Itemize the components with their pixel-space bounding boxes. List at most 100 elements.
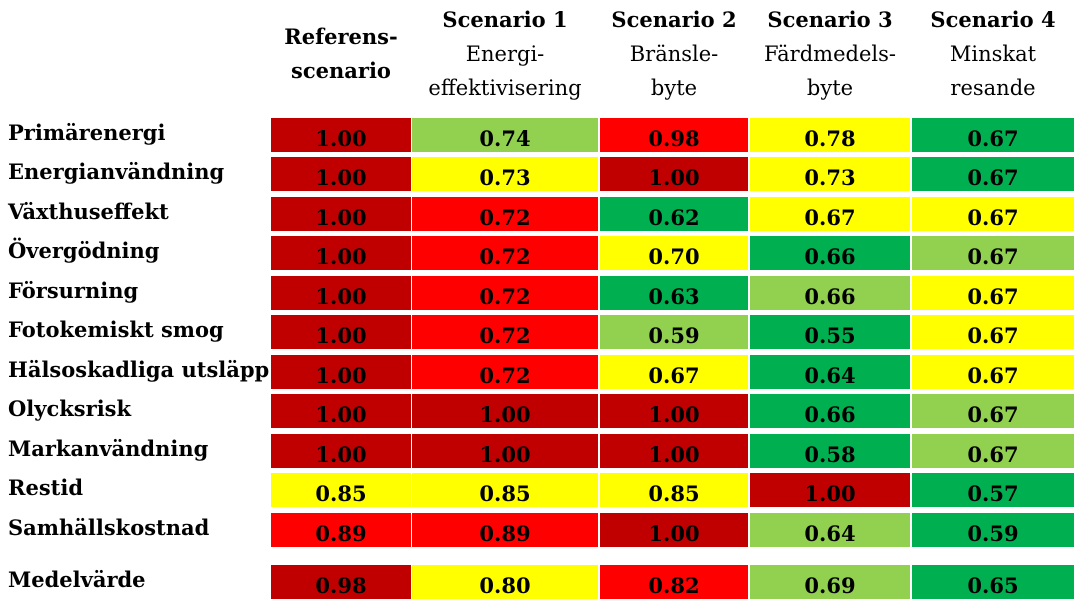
value-cell: 0.67 (750, 197, 910, 231)
column-header-1: Referens-scenario (271, 20, 411, 88)
value-cell: 0.59 (912, 513, 1074, 547)
value-cell: 0.67 (600, 355, 748, 389)
column-header-subtitle: effektivisering (428, 76, 582, 100)
value-cell: 1.00 (271, 315, 411, 349)
value-text: 1.00 (315, 441, 367, 467)
value-text: 0.67 (967, 441, 1019, 467)
value-text: 0.67 (967, 401, 1019, 427)
value-cell: 0.67 (912, 394, 1074, 428)
value-cell: 0.72 (412, 236, 598, 270)
value-cell: 1.00 (600, 394, 748, 428)
row-label: Energianvändning (8, 159, 225, 184)
value-cell: 0.72 (412, 197, 598, 231)
column-header-subtitle: scenario (291, 58, 391, 83)
value-cell: 0.67 (912, 315, 1074, 349)
value-cell: 1.00 (750, 473, 910, 507)
value-text: 1.00 (315, 243, 367, 269)
row-label: Medelvärde (8, 567, 146, 592)
value-text: 0.67 (967, 283, 1019, 309)
value-text: 0.64 (804, 520, 856, 546)
value-text: 0.67 (648, 362, 700, 388)
value-cell: 0.67 (912, 434, 1074, 468)
value-cell: 0.58 (750, 434, 910, 468)
column-header-title: Scenario 4 (930, 7, 1056, 32)
value-cell: 0.89 (412, 513, 598, 547)
value-text: 0.78 (804, 125, 856, 151)
value-cell: 1.00 (600, 157, 748, 191)
column-header-subtitle: Minskat (949, 42, 1037, 66)
value-text: 0.70 (648, 243, 700, 269)
value-cell: 1.00 (271, 118, 411, 152)
value-text: 0.72 (479, 243, 531, 269)
value-text: 0.59 (967, 520, 1019, 546)
value-text: 0.72 (479, 204, 531, 230)
value-cell: 0.78 (750, 118, 910, 152)
row-label: Olycksrisk (8, 396, 132, 421)
value-cell: 0.66 (750, 276, 910, 310)
column-header-title: Scenario 2 (611, 7, 737, 32)
value-text: 1.00 (804, 480, 856, 506)
value-text: 0.62 (648, 204, 700, 230)
value-text: 0.80 (479, 572, 531, 598)
value-text: 0.67 (804, 204, 856, 230)
value-cell: 0.67 (912, 197, 1074, 231)
value-text: 1.00 (648, 441, 700, 467)
value-cell: 0.67 (912, 236, 1074, 270)
column-header-5: Scenario 4 Minskat resande (912, 3, 1074, 105)
row-label: Övergödning (8, 238, 160, 263)
row-label: Samhällskostnad (8, 515, 210, 540)
value-cell: 0.67 (912, 118, 1074, 152)
value-cell: 0.69 (750, 565, 910, 599)
value-text: 0.67 (967, 322, 1019, 348)
value-cell: 0.82 (600, 565, 748, 599)
value-text: 0.66 (804, 283, 856, 309)
value-text: 0.58 (804, 441, 856, 467)
column-header-4: Scenario 3 Färdmedels-byte (750, 3, 910, 105)
column-header-subtitle: resande (950, 76, 1036, 100)
value-text: 0.89 (479, 520, 531, 546)
value-cell: 1.00 (600, 513, 748, 547)
value-text: 0.67 (967, 362, 1019, 388)
row-label: Fotokemiskt smog (8, 317, 224, 342)
value-text: 0.73 (804, 164, 856, 190)
value-text: 0.63 (648, 283, 700, 309)
value-cell: 0.73 (412, 157, 598, 191)
value-text: 0.67 (967, 164, 1019, 190)
value-cell: 0.89 (271, 513, 411, 547)
value-cell: 0.80 (412, 565, 598, 599)
value-cell: 0.85 (600, 473, 748, 507)
value-cell: 0.67 (912, 276, 1074, 310)
column-header-subtitle: byte (806, 76, 854, 100)
column-header-title: Referens- (284, 24, 398, 49)
value-text: 1.00 (315, 125, 367, 151)
column-header-title: Scenario 3 (767, 7, 893, 32)
column-header-subtitle: Energi- (465, 42, 545, 66)
value-text: 0.74 (479, 125, 531, 151)
value-text: 1.00 (315, 322, 367, 348)
value-text: 0.67 (967, 243, 1019, 269)
column-header-subtitle: byte (650, 76, 698, 100)
value-cell: 0.59 (600, 315, 748, 349)
value-cell: 1.00 (412, 394, 598, 428)
value-cell: 0.70 (600, 236, 748, 270)
value-text: 0.66 (804, 243, 856, 269)
value-cell: 0.85 (271, 473, 411, 507)
value-text: 0.66 (804, 401, 856, 427)
value-text: 1.00 (479, 401, 531, 427)
value-text: 0.57 (967, 480, 1019, 506)
value-cell: 0.73 (750, 157, 910, 191)
value-text: 1.00 (315, 204, 367, 230)
row-label: Försurning (8, 278, 139, 303)
value-cell: 0.74 (412, 118, 598, 152)
row-label: Växthuseffekt (8, 199, 169, 224)
column-header-subtitle: Bränsle- (629, 42, 719, 66)
value-text: 1.00 (315, 283, 367, 309)
column-header-title: Scenario 1 (442, 7, 568, 32)
value-text: 0.73 (479, 164, 531, 190)
value-cell: 0.67 (912, 157, 1074, 191)
value-text: 0.72 (479, 362, 531, 388)
value-cell: 0.65 (912, 565, 1074, 599)
value-cell: 0.62 (600, 197, 748, 231)
value-text: 0.64 (804, 362, 856, 388)
